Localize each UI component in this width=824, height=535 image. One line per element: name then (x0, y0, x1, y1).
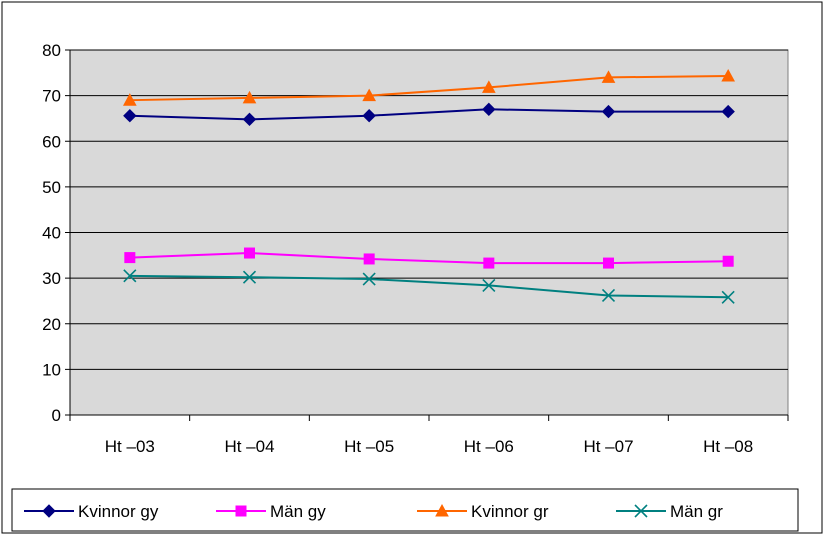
data-point (481, 80, 496, 93)
data-point (483, 257, 495, 269)
x-tick-label: Ht –08 (703, 437, 753, 456)
data-point (122, 93, 137, 106)
data-point (123, 108, 137, 123)
data-point (722, 255, 734, 267)
legend: Kvinnor gy Män gy Kvinnor gr Män gr (11, 488, 799, 532)
y-tick-label: 60 (42, 132, 61, 151)
data-point (242, 112, 257, 127)
data-point (482, 102, 496, 117)
legend-label: Kvinnor gy (78, 502, 159, 521)
data-point (721, 68, 736, 82)
legend-item: Kvinnor gy (24, 502, 159, 521)
y-tick-label: 40 (42, 224, 61, 243)
x-tick-label: Ht –06 (464, 437, 514, 456)
data-point (244, 247, 255, 259)
legend-item: Män gy (216, 502, 326, 521)
data-point (124, 252, 136, 264)
data-point (123, 269, 137, 283)
series-kvinnor-gy (123, 102, 735, 127)
legend-item: Män gr (616, 502, 723, 521)
data-point (362, 272, 376, 286)
y-axis-ticks: 0 10 20 30 40 50 60 70 80 (42, 41, 70, 425)
data-point (601, 70, 616, 83)
series-group (122, 68, 736, 304)
x-axis-ticks: Ht –03 Ht –04 Ht –05 Ht –06 Ht –07 Ht –08 (69, 415, 789, 456)
y-tick-label: 30 (42, 269, 61, 288)
series-line (129, 252, 729, 265)
legend-item: Kvinnor gr (417, 502, 549, 521)
series-line (129, 75, 729, 102)
y-tick-label: 10 (42, 360, 61, 379)
x-tick-label: Ht –07 (583, 437, 633, 456)
series-m-n-gr (123, 269, 735, 304)
legend-marker (235, 505, 247, 517)
y-tick-label: 50 (42, 178, 61, 197)
series-line (129, 274, 729, 299)
data-point (242, 90, 257, 104)
x-tick-label: Ht –03 (105, 437, 155, 456)
series-kvinnor-gr (122, 68, 736, 106)
legend-label: Kvinnor gr (471, 502, 549, 521)
data-point (721, 104, 735, 119)
data-point (601, 288, 616, 303)
series-m-n-gy (124, 247, 734, 269)
legend-marker (435, 503, 449, 517)
y-tick-label: 80 (42, 41, 61, 60)
data-point (242, 270, 257, 284)
data-point (601, 104, 616, 119)
data-point (363, 253, 375, 265)
series-line (129, 108, 729, 121)
legend-marker (42, 504, 56, 518)
y-tick-label: 0 (52, 406, 61, 425)
data-point (362, 108, 376, 123)
x-tick-label: Ht –04 (224, 437, 274, 456)
legend-label: Män gy (270, 502, 326, 521)
legend-box (11, 488, 799, 532)
y-tick-label: 20 (42, 315, 61, 334)
data-point (482, 278, 496, 292)
x-tick-label: Ht –05 (344, 437, 394, 456)
legend-marker (634, 504, 648, 518)
y-tick-label: 70 (42, 87, 61, 106)
legend-label: Män gr (670, 502, 723, 521)
data-point (721, 290, 735, 304)
gridlines (70, 49, 788, 370)
data-point (603, 257, 614, 269)
data-point (362, 88, 377, 102)
